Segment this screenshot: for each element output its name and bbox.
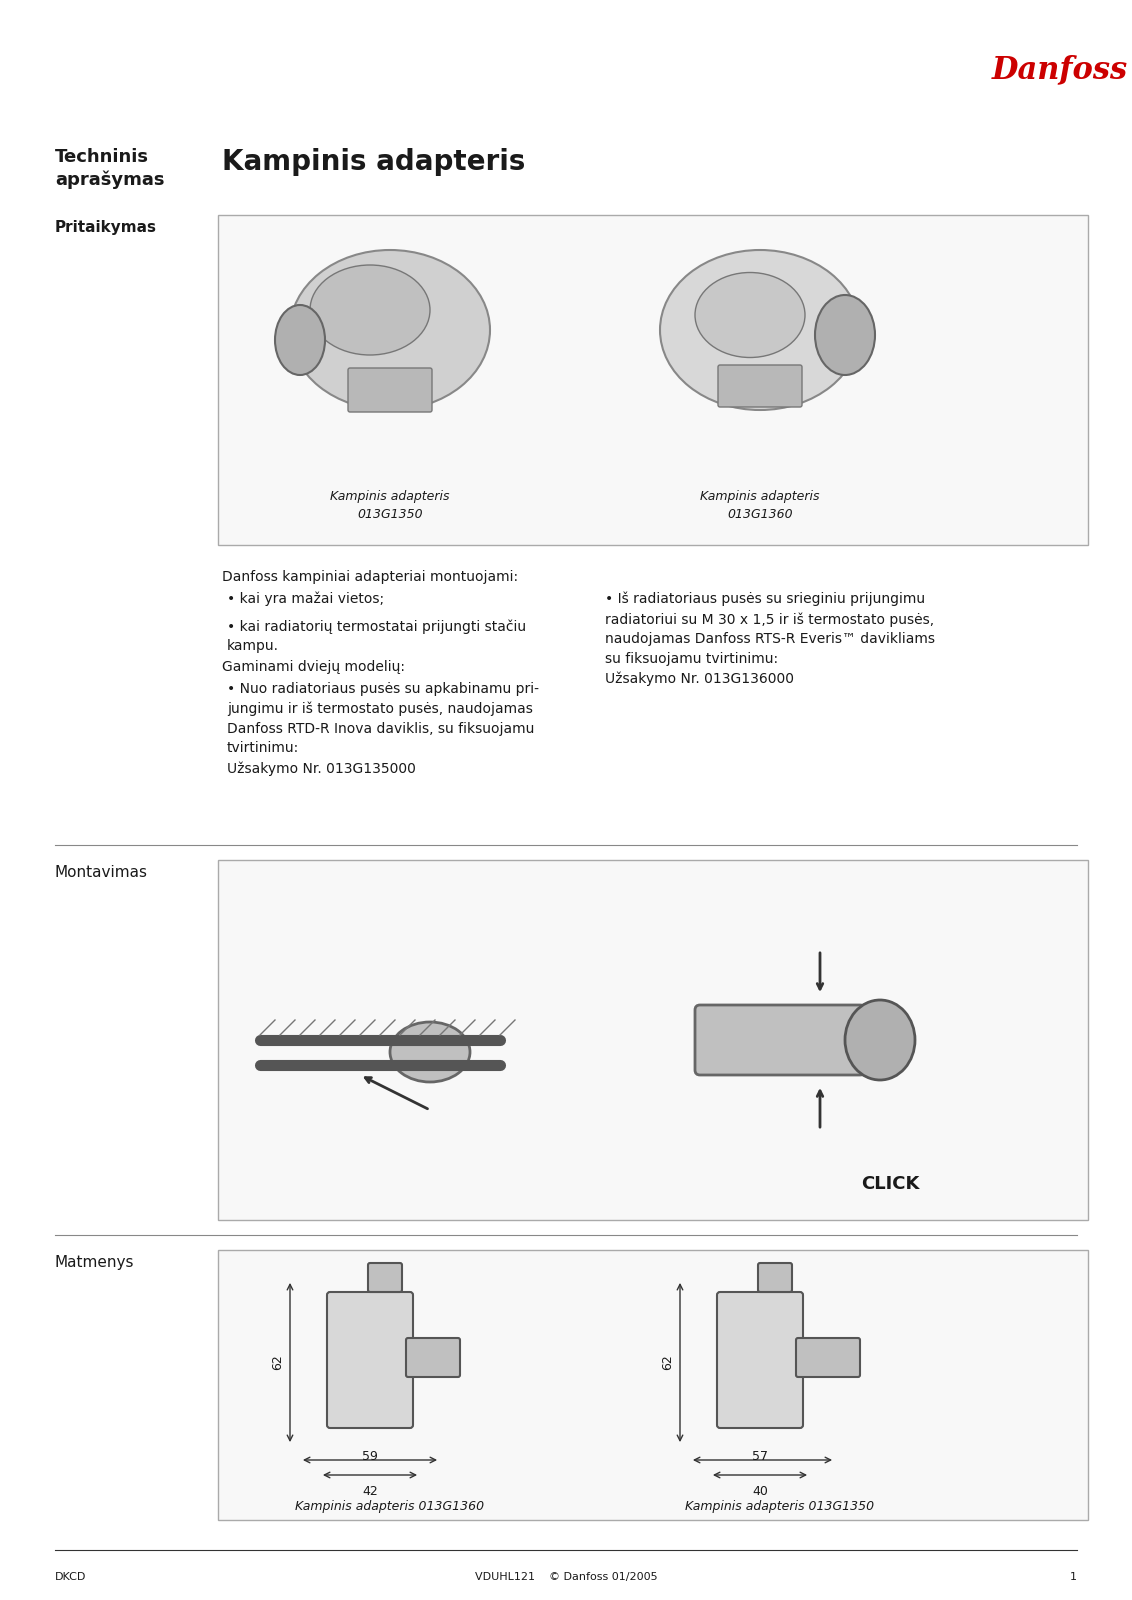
FancyBboxPatch shape xyxy=(218,214,1088,546)
Text: • kai radiatorių termostatai prijungti stačiu
kampu.: • kai radiatorių termostatai prijungti s… xyxy=(228,619,526,653)
FancyBboxPatch shape xyxy=(218,1250,1088,1520)
Text: Matmenys: Matmenys xyxy=(55,1254,135,1270)
Ellipse shape xyxy=(310,266,430,355)
Text: Kampinis adapteris 013G1360: Kampinis adapteris 013G1360 xyxy=(295,1501,484,1514)
Text: • kai yra mažai vietos;: • kai yra mažai vietos; xyxy=(228,592,384,606)
Text: 013G1360: 013G1360 xyxy=(727,509,792,522)
FancyBboxPatch shape xyxy=(218,861,1088,1219)
FancyBboxPatch shape xyxy=(796,1338,860,1378)
FancyBboxPatch shape xyxy=(327,1293,413,1427)
Text: Techninis
aprašymas: Techninis aprašymas xyxy=(55,149,164,189)
Text: • Nuo radiatoriaus pusės su apkabinamu pri-
jungimu ir iš termostato pusės, naud: • Nuo radiatoriaus pusės su apkabinamu p… xyxy=(228,682,539,776)
Ellipse shape xyxy=(660,250,860,410)
Text: Kampinis adapteris: Kampinis adapteris xyxy=(701,490,820,502)
Ellipse shape xyxy=(844,1000,915,1080)
Text: Gaminami dviejų modelių:: Gaminami dviejų modelių: xyxy=(222,659,405,674)
Text: Pritaikymas: Pritaikymas xyxy=(55,219,157,235)
Text: 42: 42 xyxy=(362,1485,378,1498)
FancyBboxPatch shape xyxy=(695,1005,865,1075)
Ellipse shape xyxy=(275,306,325,374)
Ellipse shape xyxy=(815,294,875,374)
FancyBboxPatch shape xyxy=(758,1262,792,1293)
FancyBboxPatch shape xyxy=(348,368,432,411)
Text: VDUHL121    © Danfoss 01/2005: VDUHL121 © Danfoss 01/2005 xyxy=(474,1571,658,1582)
Ellipse shape xyxy=(391,1022,470,1082)
Text: Montavimas: Montavimas xyxy=(55,866,148,880)
Text: 40: 40 xyxy=(752,1485,767,1498)
Text: 57: 57 xyxy=(752,1450,767,1462)
Text: Kampinis adapteris 013G1350: Kampinis adapteris 013G1350 xyxy=(686,1501,875,1514)
Text: Danfoss: Danfoss xyxy=(992,54,1129,85)
Text: 013G1350: 013G1350 xyxy=(358,509,423,522)
Text: 1: 1 xyxy=(1070,1571,1077,1582)
Ellipse shape xyxy=(290,250,490,410)
FancyBboxPatch shape xyxy=(718,365,801,406)
Text: 62: 62 xyxy=(272,1355,284,1370)
Text: CLICK: CLICK xyxy=(860,1174,919,1194)
FancyBboxPatch shape xyxy=(368,1262,402,1293)
Text: Danfoss kampiniai adapteriai montuojami:: Danfoss kampiniai adapteriai montuojami: xyxy=(222,570,518,584)
Text: DKCD: DKCD xyxy=(55,1571,86,1582)
Text: • Iš radiatoriaus pusės su srieginiu prijungimu
radiatoriui su M 30 x 1,5 ir iš : • Iš radiatoriaus pusės su srieginiu pri… xyxy=(604,592,935,686)
FancyBboxPatch shape xyxy=(717,1293,803,1427)
Text: 59: 59 xyxy=(362,1450,378,1462)
FancyBboxPatch shape xyxy=(406,1338,460,1378)
Ellipse shape xyxy=(695,272,805,357)
Text: Kampinis adapteris: Kampinis adapteris xyxy=(222,149,525,176)
Text: 62: 62 xyxy=(661,1355,675,1370)
Text: Kampinis adapteris: Kampinis adapteris xyxy=(331,490,449,502)
